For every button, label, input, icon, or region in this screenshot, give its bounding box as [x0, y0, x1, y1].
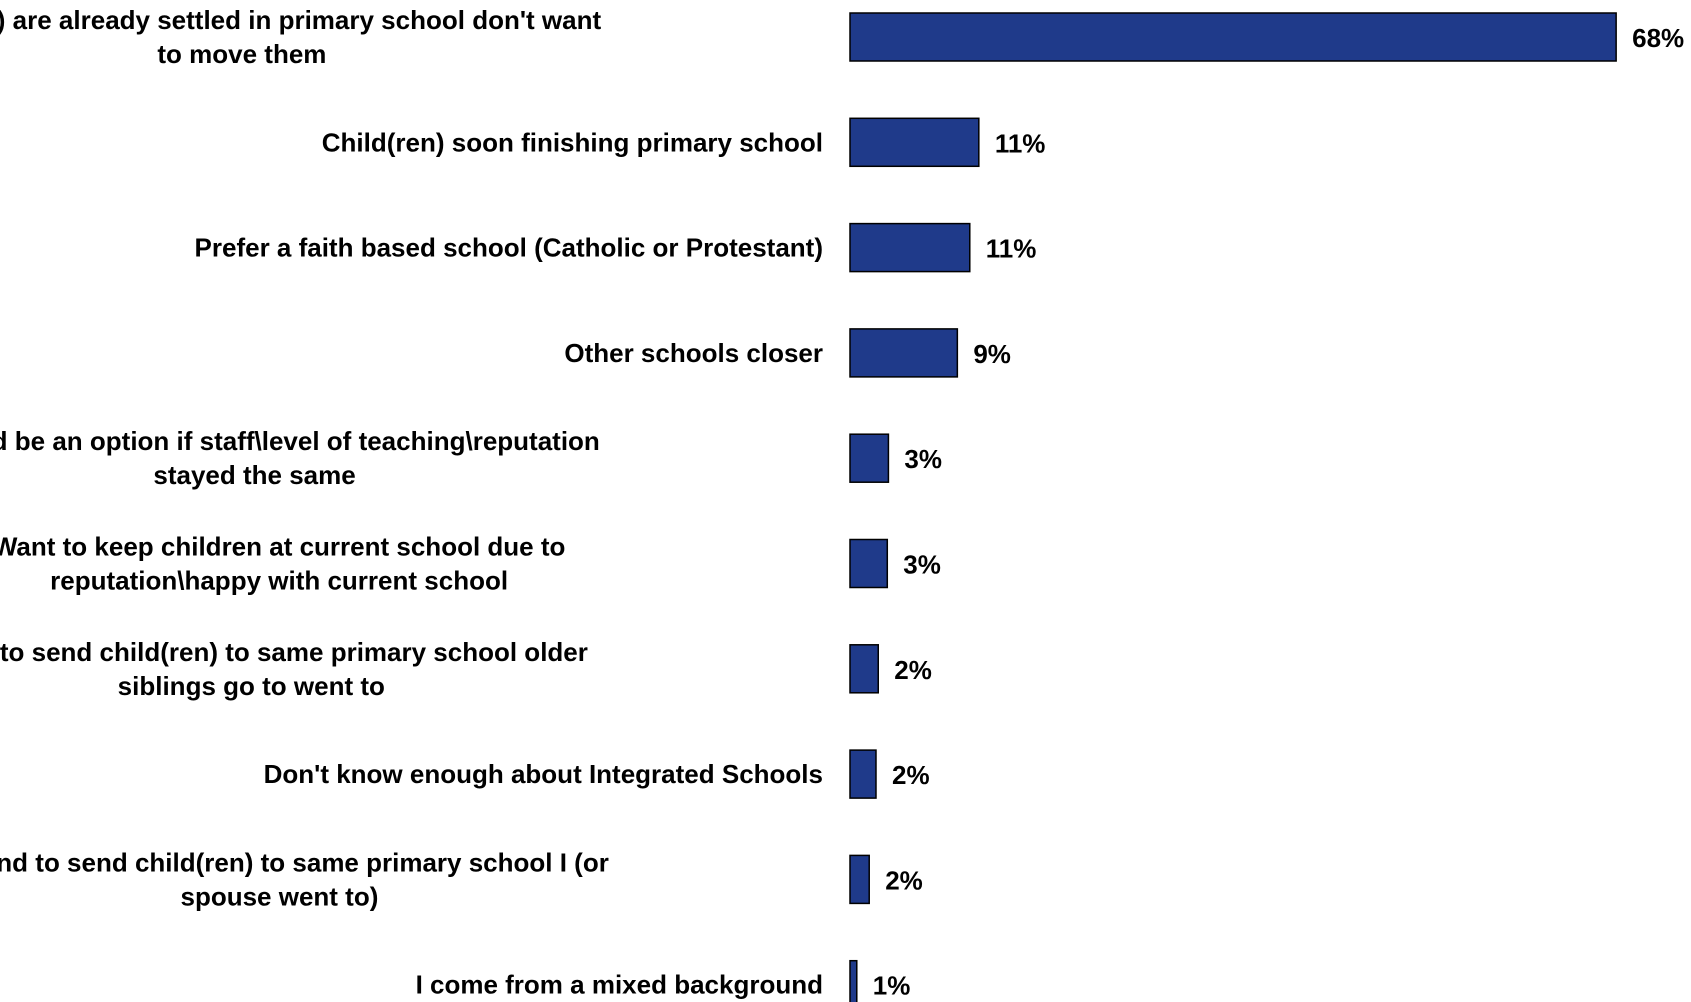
category-labels: Child(ren) are already settled in primar… [0, 5, 823, 1000]
category-label-line: Child(ren) are already settled in primar… [0, 5, 601, 35]
category-label-line: Want to keep children at current school … [0, 532, 565, 562]
bar [849, 433, 890, 483]
value-label: 11% [995, 128, 1046, 158]
category-label: Don't know enough about Integrated Schoo… [264, 759, 823, 789]
category-label: Want to keep children at current school … [0, 532, 565, 596]
bar [849, 328, 959, 378]
value-label: 1% [873, 971, 911, 1001]
value-label: 2% [894, 655, 932, 685]
value-label: 2% [892, 760, 930, 790]
value-label: 3% [903, 550, 941, 580]
value-label: 68% [1632, 23, 1684, 53]
category-label-line: It would be an option if staff\level of … [0, 426, 600, 456]
category-label-line: spouse went to) [180, 881, 378, 911]
category-label: I come from a mixed background [416, 970, 823, 1000]
bars [849, 12, 1617, 1002]
bar [849, 117, 980, 168]
bar [849, 12, 1617, 62]
value-label: 9% [973, 339, 1011, 369]
bar [849, 222, 971, 273]
bar [849, 538, 889, 589]
value-label: 2% [885, 865, 923, 895]
bar [849, 644, 879, 694]
category-label: Other schools closer [564, 338, 823, 368]
bar [849, 959, 858, 1002]
value-label: 3% [904, 444, 942, 474]
bar [849, 854, 870, 905]
category-label-line: reputation\happy with current school [50, 566, 508, 596]
value-labels: 68% 11% 11% 9% 3% 3% 2% 2% 2% 1% [873, 23, 1684, 1001]
value-label: 11% [986, 234, 1037, 264]
category-label-line: to move them [157, 39, 326, 69]
category-label-line: Intend to send child(ren) to same primar… [0, 847, 609, 877]
category-label: Intend to send child(ren) to same primar… [0, 637, 588, 701]
category-label-line: Intend to send child(ren) to same primar… [0, 637, 588, 667]
category-label-line: siblings go to went to [118, 671, 385, 701]
category-label: Prefer a faith based school (Catholic or… [195, 233, 823, 263]
category-label: Child(ren) are already settled in primar… [0, 5, 601, 69]
category-label: Child(ren) soon finishing primary school [322, 127, 823, 157]
category-label: It would be an option if staff\level of … [0, 426, 600, 490]
category-label: Intend to send child(ren) to same primar… [0, 847, 609, 911]
bar [849, 749, 877, 799]
category-label-line: stayed the same [153, 460, 355, 490]
